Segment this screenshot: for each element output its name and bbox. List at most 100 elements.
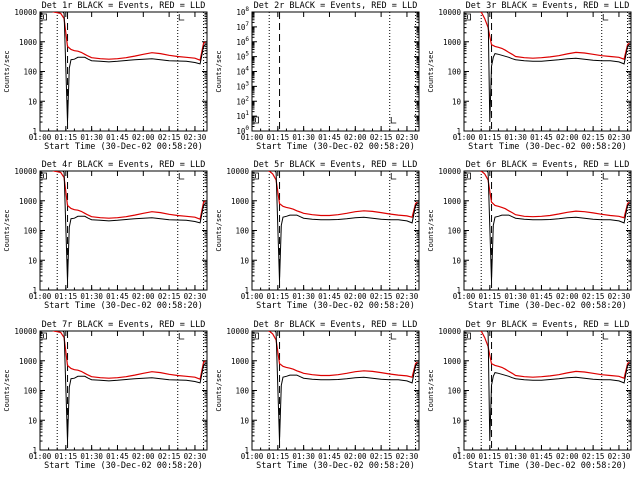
y-tick-label: 1 <box>32 127 37 136</box>
x-tick-label: 01:30 <box>504 292 527 301</box>
x-tick-label: 01:00 <box>453 452 476 461</box>
panel-det-9: Det 9r BLACK = Events, RED = LLD Start Ti… <box>427 320 632 471</box>
x-axis-label: Start Time (30-Dec-02 00:58:20) <box>256 461 415 471</box>
y-tick-label: 100 <box>447 68 461 77</box>
series-line-lld <box>479 12 630 60</box>
y-tick-label: 1000 <box>231 197 250 206</box>
y-tick-label: 10000 <box>14 167 37 176</box>
y-axis-label: Counts/sec <box>215 50 223 92</box>
x-tick-label: 02:00 <box>344 133 367 142</box>
panel-title: Det 8r BLACK = Events, RED = LLD <box>254 320 418 330</box>
x-tick-label: 01:45 <box>530 133 553 142</box>
y-axis-label: Counts/sec <box>215 369 223 411</box>
y-tick-label: 104 <box>236 66 249 77</box>
y-tick-label: 10 <box>452 416 462 425</box>
y-tick-label: 100 <box>23 387 37 396</box>
x-tick-label: 02:00 <box>556 292 579 301</box>
x-tick-label: 01:00 <box>241 452 264 461</box>
x-tick-label: 01:30 <box>80 292 103 301</box>
x-tick-label: 02:00 <box>556 133 579 142</box>
y-tick-label: 1 <box>32 446 37 455</box>
series-line-lld <box>267 331 418 378</box>
x-axis-label: Start Time (30-Dec-02 00:58:20) <box>44 301 203 311</box>
x-tick-label: 01:45 <box>106 133 129 142</box>
panel-title: Det 4r BLACK = Events, RED = LLD <box>42 160 206 170</box>
x-tick-label: 01:30 <box>504 133 527 142</box>
y-tick-label: 107 <box>236 21 249 32</box>
series-line-lld <box>51 12 206 62</box>
series-line-events <box>40 12 206 123</box>
x-tick-label: 02:30 <box>184 452 207 461</box>
series-line-lld <box>51 331 206 381</box>
x-axis-label: Start Time (30-Dec-02 00:58:20) <box>468 301 627 311</box>
panel-det-1: Det 1r BLACK = Events, RED = LLD Start Ti… <box>3 1 208 152</box>
x-tick-label: 01:30 <box>80 452 103 461</box>
y-tick-label: 1 <box>244 286 249 295</box>
x-tick-label: 01:15 <box>267 133 290 142</box>
panel-det-5: Det 5r BLACK = Events, RED = LLD Start Ti… <box>215 160 420 311</box>
y-tick-label: 10 <box>240 416 250 425</box>
x-tick-label: 01:30 <box>292 133 315 142</box>
series-line-lld <box>267 171 418 218</box>
plot-frame <box>251 11 420 132</box>
y-tick-label: 10 <box>240 256 250 265</box>
y-tick-label: 108 <box>236 6 249 17</box>
interval-bracket-end <box>178 173 185 180</box>
y-axis-label: Counts/sec <box>3 50 11 92</box>
x-tick-label: 01:15 <box>55 133 78 142</box>
y-tick-label: 1000 <box>19 357 38 366</box>
x-tick-label: 01:15 <box>479 292 502 301</box>
x-tick-label: 01:45 <box>318 133 341 142</box>
y-tick-label: 1 <box>32 286 37 295</box>
y-tick-label: 10000 <box>438 167 461 176</box>
interval-bracket-start <box>253 332 259 340</box>
interval-bracket-start <box>465 172 471 180</box>
x-tick-label: 02:15 <box>370 452 393 461</box>
x-tick-label: 01:30 <box>504 452 527 461</box>
x-tick-label: 02:00 <box>132 292 155 301</box>
x-axis-label: Start Time (30-Dec-02 00:58:20) <box>44 142 203 152</box>
y-tick-label: 10 <box>28 256 38 265</box>
x-tick-label: 01:15 <box>479 452 502 461</box>
x-tick-label: 02:15 <box>158 133 181 142</box>
x-tick-label: 01:30 <box>292 452 315 461</box>
series-line-lld <box>51 171 206 221</box>
interval-bracket-start <box>465 332 471 340</box>
panel-title: Det 5r BLACK = Events, RED = LLD <box>254 160 418 170</box>
y-tick-label: 100 <box>23 68 37 77</box>
x-axis-label: Start Time (30-Dec-02 00:58:20) <box>256 301 415 311</box>
x-tick-label: 01:15 <box>55 452 78 461</box>
y-tick-label: 100 <box>447 227 461 236</box>
x-axis-label: Start Time (30-Dec-02 00:58:20) <box>468 461 627 471</box>
series-line-events <box>486 171 630 282</box>
y-tick-label: 10000 <box>438 327 461 336</box>
y-tick-label: 100 <box>235 227 249 236</box>
panel-title: Det 9r BLACK = Events, RED = LLD <box>466 320 630 330</box>
x-tick-label: 02:15 <box>158 452 181 461</box>
x-tick-label: 01:00 <box>241 292 264 301</box>
x-tick-label: 02:15 <box>158 292 181 301</box>
y-tick-label: 105 <box>236 51 249 62</box>
x-tick-label: 02:00 <box>344 452 367 461</box>
y-tick-label: 10 <box>28 416 38 425</box>
x-tick-label: 02:30 <box>184 292 207 301</box>
x-axis-label: Start Time (30-Dec-02 00:58:20) <box>44 461 203 471</box>
x-tick-label: 01:15 <box>267 452 290 461</box>
series-line-lld <box>479 171 630 219</box>
interval-bracket-end <box>178 14 185 21</box>
y-axis-label: Counts/sec <box>3 209 11 251</box>
x-tick-label: 01:15 <box>55 292 78 301</box>
panel-title: Det 3r BLACK = Events, RED = LLD <box>466 1 630 11</box>
panel-det-3: Det 3r BLACK = Events, RED = LLD Start Ti… <box>427 1 632 152</box>
y-tick-label: 10 <box>452 256 462 265</box>
y-tick-label: 1 <box>456 127 461 136</box>
y-tick-label: 103 <box>236 80 249 91</box>
interval-bracket-start <box>41 172 47 180</box>
x-tick-label: 01:15 <box>479 133 502 142</box>
x-tick-label: 02:30 <box>608 133 631 142</box>
y-tick-label: 10000 <box>226 167 249 176</box>
x-tick-label: 02:00 <box>132 133 155 142</box>
y-tick-label: 10000 <box>14 8 37 17</box>
y-axis-label: Counts/sec <box>427 369 435 411</box>
x-axis-label: Start Time (30-Dec-02 00:58:20) <box>256 142 415 152</box>
